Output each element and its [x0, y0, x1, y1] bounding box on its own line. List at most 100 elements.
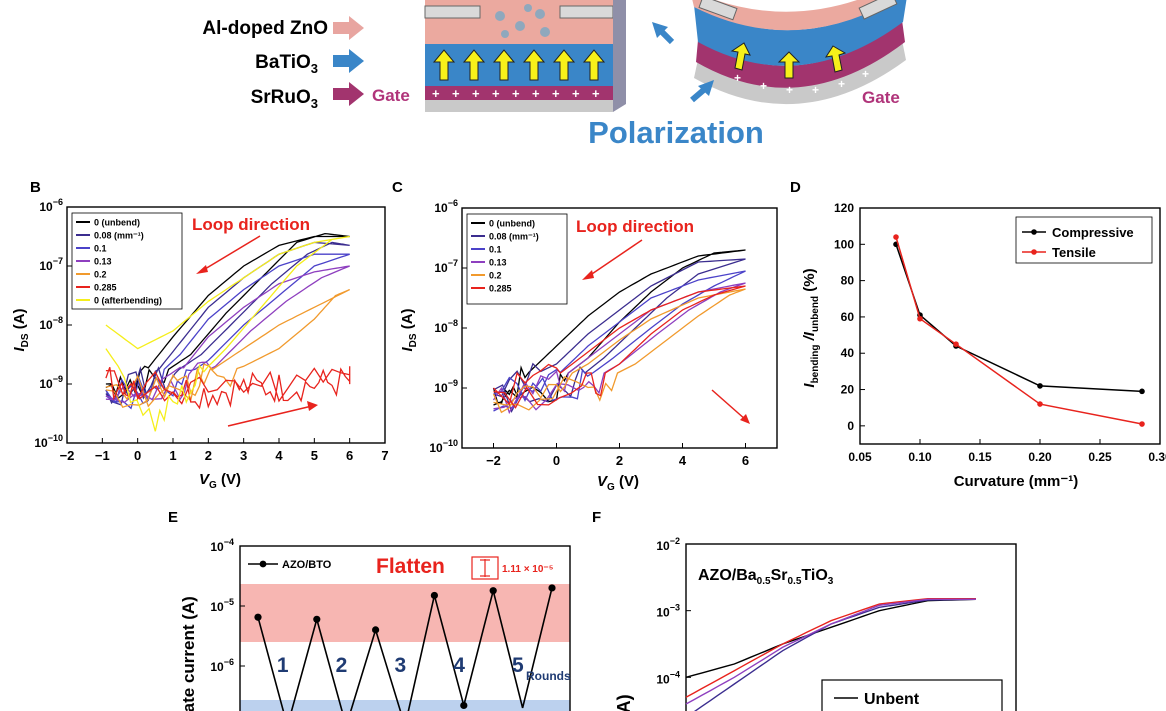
curvature-arrow-bottom [690, 80, 714, 103]
panel-b-annotation: Loop direction [192, 215, 310, 234]
round-number-label: 2 [336, 654, 348, 677]
panel-b-loop-arrow-bottom [227, 401, 318, 427]
panel-d-y-tick-label: 120 [834, 201, 854, 215]
panel-e-y-tick-label: 10−6 [210, 657, 234, 674]
panel-c-legend-label: 0.2 [489, 271, 502, 281]
svg-text:+: + [862, 67, 869, 81]
panel-e-y-tick-label: 10−5 [210, 597, 234, 614]
round-number-label: 5 [512, 654, 524, 677]
panel-b-legend-label: 0 (afterbending) [94, 296, 162, 306]
panel-e-y-axis-label: tate current (A) [179, 596, 198, 711]
polarization-arrows-flat [432, 49, 606, 81]
panel-d-y-axis-label: Ibending /Iunbend (%) [801, 268, 821, 387]
panel-e-legend: AZO/BTO [248, 559, 332, 571]
round-number-label: 1 [277, 654, 289, 677]
panel-d-legend-label: Tensile [1052, 245, 1096, 260]
svg-text:+: + [552, 86, 560, 101]
scale-bar-icon [471, 556, 499, 580]
panel-d-point [1037, 401, 1043, 407]
panel-d-y-tick-label: 100 [834, 237, 854, 251]
panel-c-series-1 [493, 258, 746, 413]
svg-text:+: + [592, 86, 600, 101]
panel-c-y-tick-label: 10−6 [434, 198, 458, 215]
panel-f-legend: Unbent [821, 679, 1003, 711]
panel-d-y-tick-label: 60 [841, 310, 855, 324]
panel-f-legend-label: Unbent [864, 691, 920, 708]
panel-b-y-tick-label: 10−10 [34, 433, 63, 450]
panel-d-x-tick-label: 0.10 [908, 450, 932, 464]
svg-text:+: + [760, 79, 767, 93]
svg-text:+: + [432, 86, 440, 101]
panel-d-y-tick-label: 0 [847, 419, 854, 433]
layer-label-azo: Al-doped ZnO [202, 18, 328, 39]
panel-d-x-axis-label: Curvature (mm⁻¹) [954, 473, 1079, 490]
svg-text:+: + [572, 86, 580, 101]
panel-d-x-tick-label: 0.25 [1088, 450, 1112, 464]
panel-d-point [917, 315, 923, 322]
panel-d-y-tick-label: 40 [841, 346, 855, 360]
panel-b-legend-label: 0.285 [94, 283, 117, 293]
panel-b-x-tick-label: 6 [346, 448, 353, 463]
panel-f-letter: F [592, 509, 601, 526]
panel-c-series-0 [492, 249, 746, 406]
panel-d-chart: D 0 20 40 60 80 100 120 0.05 0.10 0.15 0.20 0.25 0.3… [790, 179, 1166, 490]
panel-e-chart: E tate current (A) 10−4 10−5 10−6 1 2 3 4 5 AZO… [168, 509, 571, 711]
panel-b-series-6 [105, 235, 350, 432]
panel-b-chart: B 10−10 10−9 10−8 10−7 10−6 −2 −1 0 1 2 3 4 5 6 7 VG (… [11, 179, 389, 491]
panel-b-y-tick-label: 10−6 [39, 197, 63, 214]
round-number-label: 3 [394, 654, 406, 677]
flat-device: + + + + + + + + + [424, 0, 626, 112]
svg-text:+: + [492, 86, 500, 101]
svg-text:+: + [734, 71, 741, 85]
panel-e-point [254, 613, 262, 621]
panel-c-series-5 [493, 285, 746, 409]
panel-c-x-tick-label: 6 [742, 453, 749, 468]
panel-d-legend-label: Compressive [1052, 225, 1134, 240]
layer-label-bto: BaTiO3 [255, 52, 318, 76]
svg-text:+: + [512, 86, 520, 101]
panel-d-point [893, 234, 899, 240]
panel-b-x-tick-label: 7 [381, 448, 388, 463]
panel-c-legend: 0 (unbend) 0.08 (mm⁻¹) 0.1 0.13 0.2 0.285 [466, 213, 568, 305]
panel-c-y-tick-label: 10−9 [434, 378, 458, 395]
panel-f-y-tick-label: 10−4 [656, 669, 680, 686]
panel-e-point [313, 615, 321, 623]
panel-b-legend-label: 0 (unbend) [94, 218, 140, 228]
svg-text:+: + [838, 77, 845, 91]
panel-c-legend-label: 0 (unbend) [489, 219, 535, 229]
panel-b-y-tick-label: 10−8 [39, 315, 63, 332]
panel-e-series [257, 587, 553, 711]
panel-b-x-tick-label: 1 [169, 448, 176, 463]
panel-c-letter: C [392, 179, 403, 196]
panel-d-legend: Compressive Tensile [1015, 216, 1153, 264]
panel-c-y-tick-label: 10−10 [429, 438, 458, 455]
flatten-label: Flatten [376, 555, 445, 578]
panel-b-series-2 [105, 253, 350, 410]
panel-b-legend: 0 (unbend) 0.08 (mm⁻¹) 0.1 0.13 0.2 0.285 0 (a… [71, 212, 183, 310]
panel-b-loop-arrow-top [196, 235, 261, 274]
svg-text:+: + [786, 83, 793, 97]
flatten-band [240, 584, 570, 642]
arrow-bto [333, 49, 364, 73]
panel-d-point [1139, 421, 1145, 427]
panel-b-y-axis-label: IDS (A) [11, 308, 31, 351]
panel-d-y-tick-label: 80 [841, 274, 855, 288]
panel-c-x-tick-label: 2 [616, 453, 623, 468]
panel-f-series-0 [685, 598, 977, 678]
panel-d-x-tick-label: 0.15 [968, 450, 992, 464]
layer-label-sro: SrRuO3 [251, 87, 318, 111]
panel-c-legend-label: 0.1 [489, 245, 502, 255]
panel-e-point [430, 591, 438, 600]
bent-device: + + + + + + [652, 0, 907, 105]
panel-b-x-tick-label: 0 [134, 448, 141, 463]
device-schematic: Al-doped ZnO BaTiO3 SrRuO3 Gate + + + + + + + +… [202, 0, 907, 150]
panel-b-legend-label: 0.1 [94, 244, 107, 254]
panel-b-legend-label: 0.13 [94, 257, 112, 267]
panel-d-point [1139, 388, 1145, 395]
panel-d-legend-marker [1031, 249, 1037, 255]
panel-b-x-tick-label: 3 [240, 448, 247, 463]
panel-b-x-tick-label: −2 [60, 448, 75, 463]
bent-band [240, 700, 570, 711]
panel-f-y-tick-label: 10−2 [656, 536, 680, 553]
rounds-label: Rounds [526, 669, 571, 683]
